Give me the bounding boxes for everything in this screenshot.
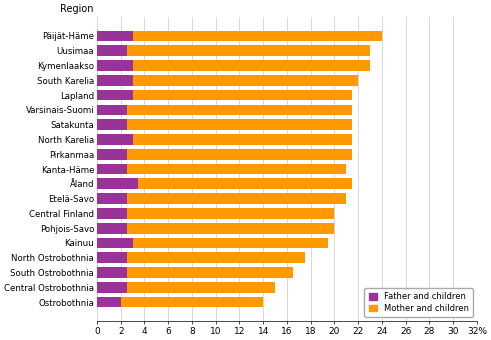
Bar — [97, 282, 127, 293]
Bar — [127, 119, 352, 130]
Bar — [133, 75, 358, 86]
Bar — [97, 119, 127, 130]
Bar — [127, 149, 352, 159]
Bar — [97, 90, 133, 100]
Bar — [97, 149, 127, 159]
Bar — [97, 134, 133, 145]
Bar — [97, 105, 127, 115]
Bar — [127, 164, 346, 174]
Bar — [97, 252, 127, 263]
Bar — [138, 178, 352, 189]
Bar — [121, 297, 263, 307]
Bar — [127, 252, 305, 263]
Bar — [127, 223, 334, 234]
Bar — [97, 208, 127, 219]
Bar — [97, 297, 121, 307]
Bar — [127, 46, 370, 56]
Bar — [127, 193, 346, 204]
Legend: Father and children, Mother and children: Father and children, Mother and children — [364, 288, 473, 317]
Bar — [97, 46, 127, 56]
Bar — [97, 31, 133, 41]
Bar — [127, 208, 334, 219]
Bar — [127, 267, 293, 278]
Bar — [133, 31, 382, 41]
Bar — [133, 60, 370, 71]
Bar — [97, 178, 138, 189]
Bar — [97, 164, 127, 174]
Bar — [97, 75, 133, 86]
Bar — [97, 60, 133, 71]
Text: Region: Region — [59, 4, 93, 14]
Bar — [127, 282, 275, 293]
Bar — [97, 267, 127, 278]
Bar — [133, 134, 352, 145]
Bar — [133, 90, 352, 100]
Bar — [97, 193, 127, 204]
Bar — [133, 238, 328, 248]
Bar — [127, 105, 352, 115]
Bar — [97, 238, 133, 248]
Bar — [97, 223, 127, 234]
